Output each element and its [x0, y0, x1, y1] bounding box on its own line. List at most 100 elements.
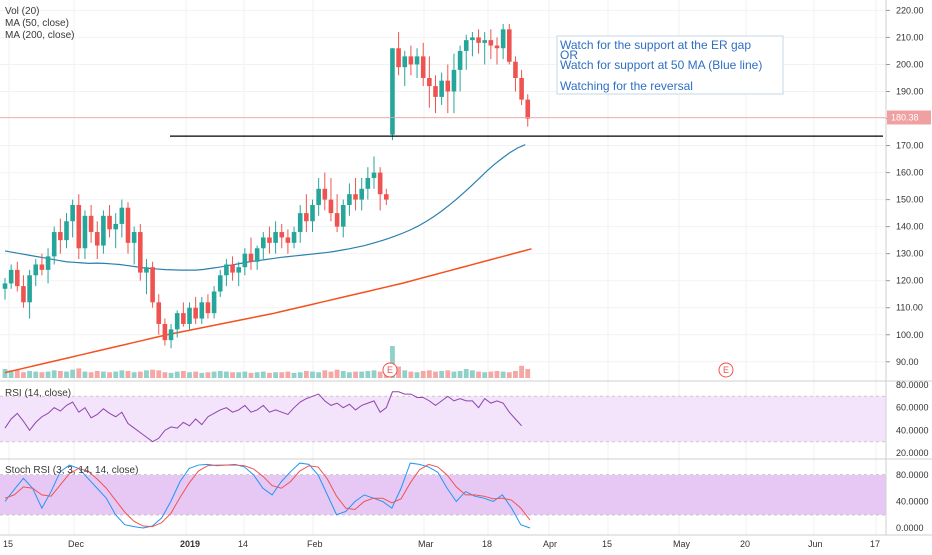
volume-bar: [334, 369, 340, 378]
volume-bar: [494, 370, 500, 378]
volume-bar: [2, 369, 8, 378]
candle: [408, 45, 414, 76]
candle: [445, 64, 451, 114]
price-tick-label: 210.00: [896, 32, 924, 42]
candle: [113, 213, 118, 249]
rsi-line: [4, 391, 522, 443]
candle-body: [174, 313, 180, 330]
candle: [168, 323, 174, 349]
candle-body: [353, 194, 358, 200]
volume-bar: [420, 370, 426, 378]
volume-bar: [230, 372, 235, 378]
candle-body: [427, 77, 432, 87]
earnings-marker-2[interactable]: E: [718, 362, 734, 378]
candle-body: [267, 237, 272, 243]
price-axis[interactable]: 220.00210.00200.00190.00180.00170.00160.…: [886, 5, 924, 367]
candle: [347, 183, 352, 216]
volume-bar: [439, 370, 445, 378]
candle-layer: [2, 23, 531, 349]
volume-bar: [82, 371, 88, 378]
candle: [420, 42, 426, 87]
volume-bar: [168, 372, 174, 378]
volume-bar: [322, 370, 328, 378]
annotation-note[interactable]: Watch for the support at the ER gap OR W…: [556, 35, 784, 95]
candle: [316, 177, 321, 216]
candle: [310, 199, 315, 233]
time-tick-label: 20: [740, 539, 750, 549]
time-tick-label: Apr: [543, 539, 557, 549]
candle-body: [340, 205, 346, 227]
candle-body: [371, 172, 377, 178]
last-price-label: 180.38: [891, 112, 919, 122]
volume-bar: [119, 370, 125, 378]
candle-body: [125, 207, 131, 243]
candle: [224, 259, 229, 287]
ma200-layer: [4, 248, 532, 374]
candle: [193, 296, 198, 324]
volume-bar: [260, 371, 266, 378]
volume-layer: [2, 346, 531, 378]
candle: [365, 167, 371, 200]
annotation-line-5: Watching for the reversal: [560, 79, 693, 93]
volume-bar: [396, 366, 401, 378]
candle: [340, 199, 346, 238]
rsi-tick-label: 20.0000: [896, 448, 929, 458]
price-tick-label: 170.00: [896, 141, 924, 151]
volume-bar: [125, 370, 131, 378]
candle-body: [470, 37, 475, 41]
candle-body: [15, 269, 20, 287]
volume-bar: [162, 372, 168, 378]
candle-body: [261, 237, 266, 249]
candle-body: [242, 253, 248, 268]
candle-body: [193, 307, 198, 319]
stoch-layer: [4, 462, 531, 529]
candle-body: [39, 264, 45, 270]
stoch-k-line: [4, 462, 531, 529]
candle: [76, 194, 82, 260]
time-tick-label: 15: [602, 539, 612, 549]
candle: [513, 56, 518, 92]
candle-body: [2, 283, 8, 289]
candle: [427, 56, 432, 108]
volume-bar: [267, 372, 272, 378]
candle: [156, 294, 162, 335]
candle: [507, 23, 512, 65]
candle-body: [8, 269, 14, 284]
candle: [242, 248, 248, 276]
candle-body: [181, 313, 186, 324]
time-tick-label: 2019: [180, 539, 200, 549]
earnings-marker-1[interactable]: E: [382, 362, 398, 378]
candle: [181, 302, 186, 327]
volume-bar: [525, 369, 531, 378]
volume-bar: [14, 369, 20, 378]
ma50-layer: [4, 144, 526, 271]
candle-body: [519, 77, 524, 100]
candle-body: [119, 207, 125, 224]
candle: [230, 256, 235, 281]
time-tick-label: 17: [870, 539, 880, 549]
time-axis[interactable]: 15 Dec 2019 14 Feb Mar 18 Apr 15 May 20 Jun 17: [3, 539, 880, 549]
candle: [334, 194, 340, 233]
volume-bar: [310, 371, 315, 378]
volume-bar: [205, 372, 211, 378]
volume-bar: [291, 372, 297, 378]
candle-body: [316, 188, 321, 206]
candle-body: [377, 172, 383, 195]
candle-body: [513, 61, 518, 78]
volume-bar: [187, 372, 192, 378]
volume-bar: [174, 371, 180, 378]
candle-body: [482, 40, 487, 43]
candle: [500, 23, 506, 60]
candle: [470, 32, 475, 57]
volume-bar: [463, 369, 469, 378]
candle-body: [402, 56, 408, 68]
candle-body: [230, 264, 235, 273]
candle: [8, 264, 14, 289]
volume-bar: [451, 371, 457, 378]
candle: [279, 223, 285, 249]
volume-bar: [211, 371, 217, 378]
candle-body: [144, 267, 149, 273]
volume-bar: [101, 371, 106, 378]
volume-bar: [470, 370, 475, 378]
